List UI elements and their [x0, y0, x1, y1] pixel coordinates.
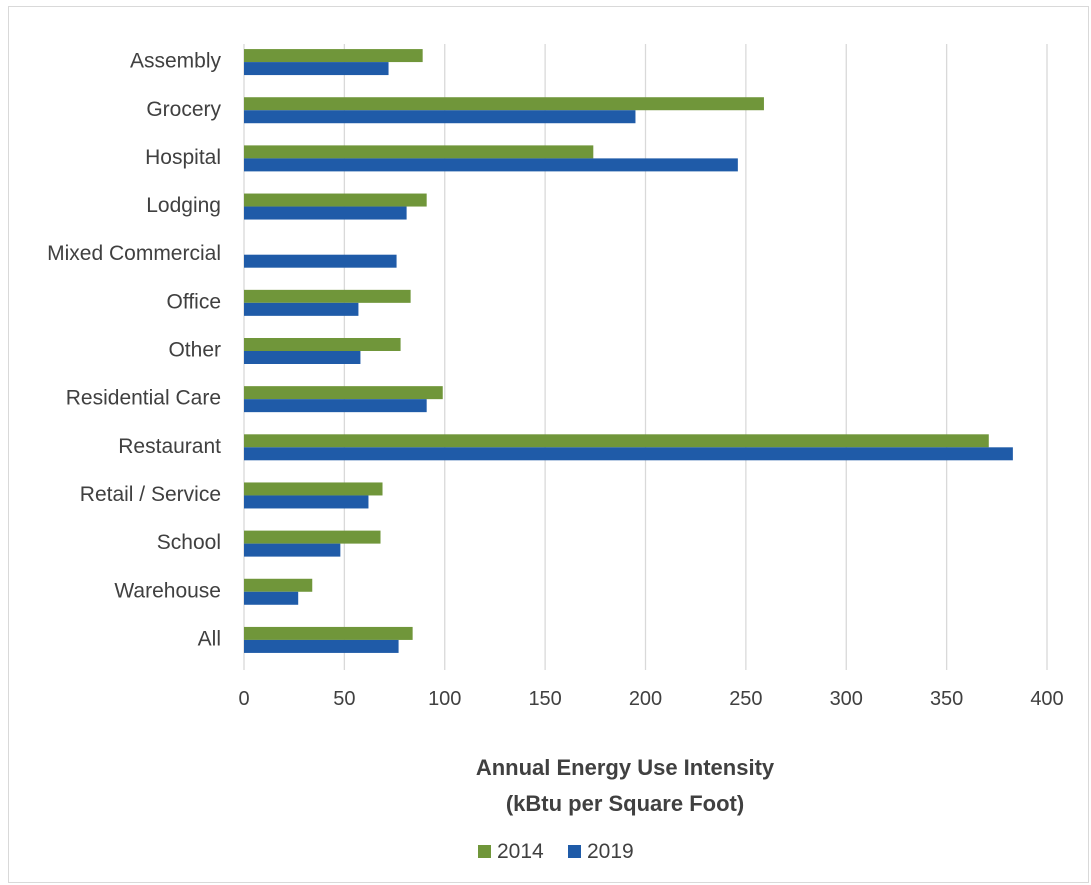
bar-chart: Assembly Grocery Hospital Lodging Mixed Comm… [47, 44, 1064, 863]
bars [244, 49, 1013, 653]
category-label: Restaurant [118, 435, 221, 458]
category-label: Lodging [146, 194, 221, 217]
bar-2014 [244, 145, 594, 159]
bar-2014 [244, 530, 381, 544]
category-labels: Assembly Grocery Hospital Lodging Mixed Comm… [47, 50, 221, 651]
bar-2014 [244, 49, 423, 63]
bar-2014 [244, 338, 401, 351]
bar-2019 [244, 158, 738, 172]
category-label: Assembly [130, 50, 222, 73]
gridlines [243, 44, 1048, 670]
category-label: Grocery [146, 98, 221, 121]
category-label: Warehouse [114, 579, 221, 602]
x-tick-label: 350 [930, 688, 963, 710]
x-tick-label: 300 [830, 688, 863, 710]
bar-2019 [244, 543, 341, 557]
x-axis-title-line1: Annual Energy Use Intensity [476, 755, 775, 780]
bar-2019 [244, 639, 399, 653]
bar-2019 [244, 447, 1013, 461]
x-tick-label: 100 [428, 688, 461, 710]
x-tick-labels: 0 50 100 150 200 250 300 350 400 [238, 688, 1063, 710]
bar-2019 [244, 110, 636, 124]
x-tick-label: 50 [333, 688, 355, 710]
category-label: Retail / Service [80, 483, 221, 506]
bar-2019 [244, 206, 407, 220]
x-tick-label: 200 [629, 688, 662, 710]
legend-swatch-2014 [478, 845, 491, 858]
bar-2014 [244, 626, 413, 640]
category-label: Mixed Commercial [47, 242, 221, 265]
category-label: Office [167, 290, 221, 313]
bar-2014 [244, 482, 383, 496]
bar-2019 [244, 399, 427, 413]
legend-label-2019: 2019 [587, 840, 634, 863]
bar-2019 [244, 495, 369, 509]
x-tick-label: 250 [729, 688, 762, 710]
bar-2019 [244, 351, 361, 364]
legend-label-2014: 2014 [497, 840, 544, 863]
bar-2019 [244, 62, 389, 76]
bar-2014 [244, 434, 989, 448]
bar-2019 [244, 591, 299, 605]
bar-2014 [244, 578, 313, 592]
bar-2019 [244, 302, 359, 316]
chart-frame: Assembly Grocery Hospital Lodging Mixed Comm… [8, 6, 1089, 883]
x-tick-label: 0 [238, 688, 249, 710]
category-label: Other [168, 339, 221, 362]
category-label: Residential Care [66, 387, 221, 410]
bar-2014 [244, 97, 764, 111]
bar-2014 [244, 289, 411, 303]
x-axis-title-line2: (kBtu per Square Foot) [506, 791, 744, 816]
legend: 2014 2019 [478, 840, 634, 863]
x-tick-label: 400 [1030, 688, 1063, 710]
bar-2014 [244, 386, 443, 400]
bar-2014 [244, 193, 427, 207]
category-label: Hospital [145, 146, 221, 169]
category-label: School [157, 531, 221, 554]
category-label: All [198, 627, 221, 650]
bar-2019 [244, 254, 397, 268]
legend-swatch-2019 [568, 845, 581, 858]
x-tick-label: 150 [528, 688, 561, 710]
